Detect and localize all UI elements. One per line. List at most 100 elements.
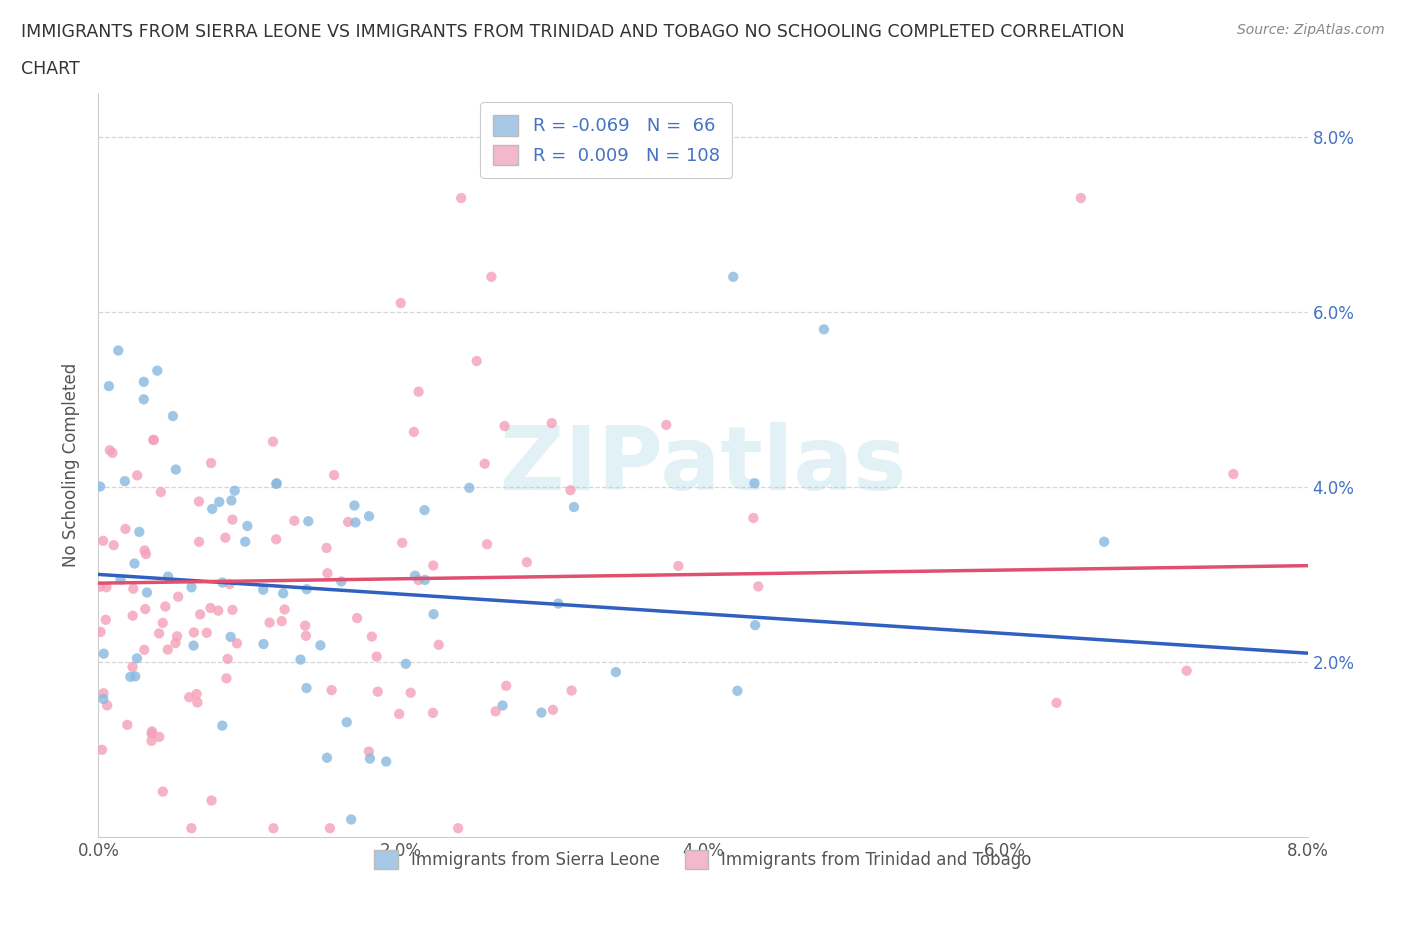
Point — [562, 499, 585, 514]
Point — [262, 821, 284, 836]
Point — [336, 715, 359, 730]
Point — [103, 538, 125, 552]
Point — [343, 498, 366, 513]
Point — [96, 698, 118, 712]
Point — [366, 649, 388, 664]
Point — [156, 642, 179, 657]
Point — [271, 586, 294, 601]
Point — [413, 573, 436, 588]
Point — [179, 690, 201, 705]
Point — [195, 625, 218, 640]
Point — [547, 596, 569, 611]
Point — [744, 476, 766, 491]
Point — [208, 495, 231, 510]
Point — [346, 611, 368, 626]
Point — [120, 670, 142, 684]
Point — [266, 476, 288, 491]
Point — [96, 579, 118, 594]
Point — [491, 698, 513, 713]
Point — [183, 625, 205, 640]
Point — [295, 629, 318, 644]
Point — [93, 646, 115, 661]
Point — [402, 424, 425, 439]
Point — [494, 418, 516, 433]
Point — [94, 612, 117, 627]
Point — [399, 685, 422, 700]
Text: CHART: CHART — [21, 60, 80, 78]
Point — [813, 322, 835, 337]
Point — [114, 522, 136, 537]
Point — [121, 659, 143, 674]
Point — [134, 543, 156, 558]
Point — [495, 678, 517, 693]
Point — [180, 580, 202, 595]
Point — [146, 364, 169, 379]
Point — [413, 503, 436, 518]
Point — [101, 445, 124, 460]
Point — [132, 392, 155, 406]
Point — [148, 729, 170, 744]
Point — [723, 270, 745, 285]
Point — [270, 614, 292, 629]
Point — [1045, 696, 1067, 711]
Point — [540, 416, 562, 431]
Point — [427, 637, 450, 652]
Point — [165, 635, 187, 650]
Point — [142, 432, 165, 447]
Point — [224, 484, 246, 498]
Point — [141, 734, 163, 749]
Point — [481, 270, 503, 285]
Point — [395, 657, 418, 671]
Point — [166, 629, 188, 644]
Point — [337, 514, 360, 529]
Point — [375, 754, 398, 769]
Point — [309, 638, 332, 653]
Point — [135, 547, 157, 562]
Point — [148, 626, 170, 641]
Point — [114, 473, 136, 488]
Point — [273, 602, 295, 617]
Point — [388, 707, 411, 722]
Point — [89, 579, 111, 594]
Point — [422, 558, 444, 573]
Point — [141, 724, 163, 738]
Point — [219, 630, 242, 644]
Point — [1070, 191, 1092, 206]
Point — [295, 582, 318, 597]
Point — [1175, 663, 1198, 678]
Point — [316, 565, 339, 580]
Point — [458, 480, 481, 495]
Point — [389, 296, 412, 311]
Point — [315, 540, 337, 555]
Point — [742, 511, 765, 525]
Point — [319, 821, 342, 836]
Point — [127, 468, 149, 483]
Legend: Immigrants from Sierra Leone, Immigrants from Trinidad and Tobago: Immigrants from Sierra Leone, Immigrants… — [363, 838, 1043, 881]
Point — [408, 573, 430, 588]
Point — [391, 536, 413, 551]
Point — [201, 501, 224, 516]
Point — [132, 375, 155, 390]
Point — [91, 534, 114, 549]
Point — [221, 512, 243, 527]
Point — [93, 685, 115, 700]
Point — [142, 432, 165, 447]
Point — [157, 569, 180, 584]
Point — [217, 651, 239, 666]
Text: ZIPatlas: ZIPatlas — [501, 421, 905, 509]
Point — [124, 556, 146, 571]
Point — [218, 577, 240, 591]
Point — [215, 671, 238, 685]
Point — [422, 606, 444, 621]
Point — [447, 821, 470, 836]
Point — [262, 434, 284, 449]
Point — [516, 555, 538, 570]
Point — [747, 579, 769, 594]
Point — [422, 705, 444, 720]
Point — [122, 581, 145, 596]
Point — [605, 665, 627, 680]
Point — [541, 702, 564, 717]
Point — [294, 618, 316, 633]
Point — [165, 462, 187, 477]
Point — [668, 559, 690, 574]
